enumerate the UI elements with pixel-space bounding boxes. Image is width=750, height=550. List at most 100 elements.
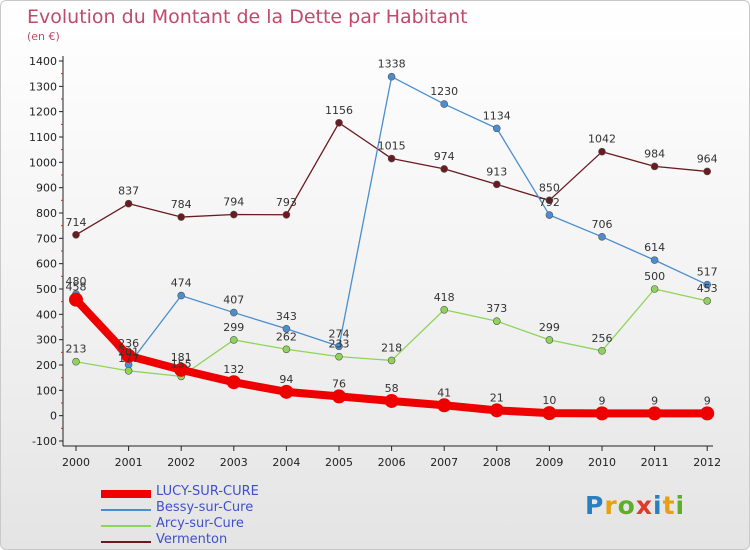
data-point bbox=[492, 317, 501, 325]
logo-letter: i bbox=[653, 491, 663, 520]
data-label: 706 bbox=[592, 218, 613, 231]
data-label: 262 bbox=[276, 330, 297, 343]
data-label: 299 bbox=[539, 321, 560, 334]
data-point bbox=[703, 280, 712, 289]
data-label: 794 bbox=[223, 196, 244, 209]
data-label: 1156 bbox=[325, 104, 353, 117]
data-point bbox=[282, 324, 291, 333]
data-label: 418 bbox=[434, 291, 455, 304]
data-point bbox=[440, 305, 449, 314]
data-label: 10 bbox=[542, 394, 556, 407]
data-point bbox=[545, 336, 554, 344]
y-tick-label: 0 bbox=[50, 410, 57, 423]
data-point bbox=[174, 362, 189, 377]
data-point bbox=[124, 367, 133, 375]
data-point bbox=[282, 345, 291, 354]
data-label: 1015 bbox=[378, 140, 406, 153]
data-point bbox=[492, 124, 501, 133]
data-point bbox=[177, 291, 185, 300]
x-tick-label: 2010 bbox=[588, 456, 616, 469]
data-label: 58 bbox=[385, 382, 399, 395]
logo-letter: t bbox=[662, 491, 676, 520]
x-tick-label: 2012 bbox=[693, 456, 721, 469]
chart-subtitle: (en €) bbox=[27, 30, 60, 43]
x-tick-label: 2002 bbox=[167, 456, 195, 469]
data-point bbox=[335, 119, 343, 127]
data-label: 913 bbox=[486, 165, 507, 178]
legend-label: LUCY-SUR-CURE bbox=[156, 484, 259, 499]
data-point bbox=[72, 357, 80, 366]
data-point bbox=[437, 398, 452, 413]
data-label: 500 bbox=[644, 270, 665, 283]
data-point bbox=[545, 211, 554, 219]
data-label: 480 bbox=[66, 275, 87, 288]
data-point bbox=[598, 233, 606, 241]
data-label: 155 bbox=[171, 357, 192, 370]
proxiti-logo: Proxiti bbox=[585, 491, 685, 520]
y-tick-label: 200 bbox=[36, 359, 57, 372]
data-point bbox=[226, 375, 241, 390]
data-label: 974 bbox=[434, 150, 455, 163]
logo-letter: o bbox=[617, 491, 636, 520]
data-point bbox=[72, 230, 80, 239]
data-label: 236 bbox=[118, 337, 139, 350]
data-point bbox=[230, 308, 238, 317]
logo-letter: P bbox=[585, 491, 605, 520]
data-point bbox=[387, 356, 396, 365]
y-tick-label: 300 bbox=[36, 334, 57, 347]
data-point bbox=[230, 336, 238, 344]
data-label: 837 bbox=[118, 185, 139, 198]
data-point bbox=[703, 297, 712, 305]
data-point bbox=[387, 154, 396, 163]
chart-title: Evolution du Montant de la Dette par Hab… bbox=[27, 6, 468, 28]
data-point bbox=[230, 210, 238, 219]
data-label: 1134 bbox=[483, 109, 511, 122]
data-point bbox=[703, 167, 712, 176]
data-label: 94 bbox=[279, 373, 293, 386]
data-label: 213 bbox=[66, 343, 87, 356]
data-label: 9 bbox=[704, 394, 711, 407]
data-label: 1338 bbox=[378, 58, 406, 71]
data-point bbox=[489, 403, 504, 418]
logo-letter: x bbox=[635, 491, 653, 520]
x-tick-label: 2007 bbox=[430, 456, 458, 469]
data-label: 453 bbox=[697, 282, 718, 295]
data-label: 714 bbox=[66, 216, 87, 229]
data-label: 21 bbox=[490, 391, 504, 404]
data-label: 41 bbox=[437, 386, 451, 399]
data-label: 343 bbox=[276, 310, 297, 323]
data-point bbox=[384, 393, 399, 408]
data-label: 9 bbox=[651, 394, 658, 407]
x-tick-label: 2000 bbox=[62, 456, 90, 469]
data-label: 9 bbox=[599, 394, 606, 407]
series-line bbox=[75, 76, 708, 366]
data-point bbox=[700, 406, 715, 421]
data-point bbox=[650, 285, 659, 293]
y-tick-label: -100 bbox=[32, 435, 57, 448]
data-label: 256 bbox=[592, 332, 613, 345]
legend-swatch bbox=[101, 541, 151, 543]
data-label: 793 bbox=[276, 196, 297, 209]
data-label: 201 bbox=[118, 346, 139, 359]
y-tick-label: 1200 bbox=[29, 106, 57, 119]
y-tick-label: 1400 bbox=[29, 55, 57, 68]
x-tick-label: 2011 bbox=[641, 456, 669, 469]
data-label: 1042 bbox=[588, 133, 616, 146]
data-label: 274 bbox=[329, 327, 350, 340]
data-label: 299 bbox=[223, 321, 244, 334]
data-label: 76 bbox=[332, 377, 346, 390]
data-label: 177 bbox=[118, 352, 139, 365]
data-point bbox=[69, 292, 83, 307]
data-point bbox=[595, 406, 609, 421]
data-label: 474 bbox=[171, 277, 192, 290]
data-point bbox=[332, 389, 346, 404]
y-tick-label: 500 bbox=[36, 283, 57, 296]
y-tick-label: 600 bbox=[36, 258, 57, 271]
data-label: 218 bbox=[381, 341, 402, 354]
data-point bbox=[650, 162, 659, 171]
x-tick-label: 2004 bbox=[272, 456, 300, 469]
data-point bbox=[177, 213, 185, 221]
data-label: 614 bbox=[644, 241, 665, 254]
